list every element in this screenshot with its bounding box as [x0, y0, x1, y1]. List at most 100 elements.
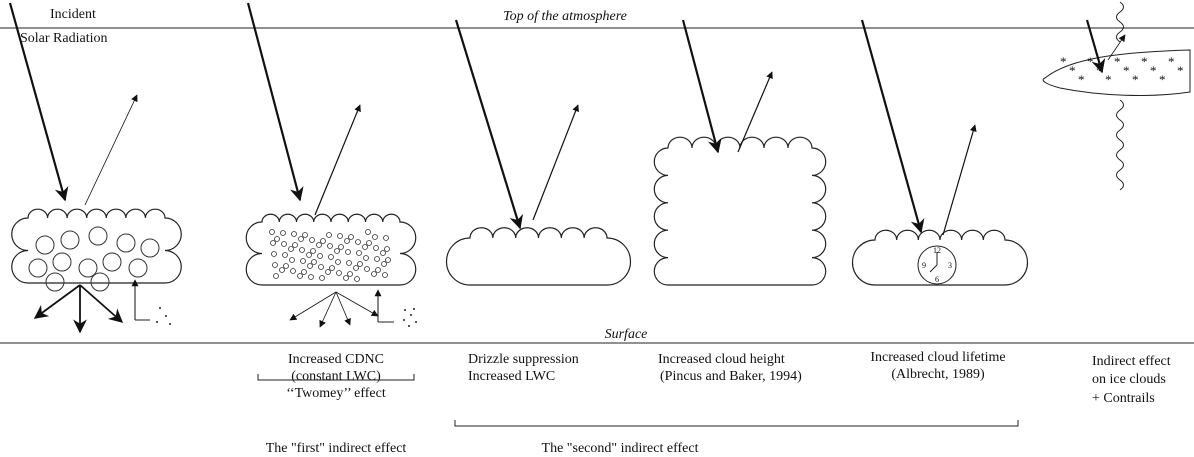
- arrow: [79, 284, 124, 323]
- ice-crystal: *: [1087, 54, 1094, 69]
- droplet: [343, 275, 349, 281]
- droplet: [318, 264, 324, 270]
- droplet: [347, 271, 353, 277]
- droplet: [102, 252, 122, 272]
- droplet: [366, 240, 372, 246]
- droplet: [334, 248, 340, 254]
- droplet: [289, 257, 295, 263]
- arrow: [454, 19, 523, 230]
- caption: (Albrecht, 1989): [891, 367, 985, 382]
- arrow: [860, 19, 925, 234]
- ice-crystal: *: [1168, 54, 1175, 69]
- droplet: [310, 248, 316, 254]
- droplet: [383, 235, 389, 241]
- droplet: [140, 238, 160, 258]
- arrow: [84, 94, 138, 206]
- ice-crystal: *: [1060, 54, 1067, 69]
- ice-cloud: [1042, 49, 1191, 96]
- droplet: [274, 236, 280, 242]
- droplet: [273, 273, 279, 279]
- droplet: [374, 256, 380, 262]
- clock-number: 9: [922, 261, 926, 270]
- droplet: [344, 238, 350, 244]
- droplet: [345, 249, 351, 255]
- droplet: [381, 261, 387, 267]
- droplet: [301, 269, 307, 275]
- droplet: [128, 258, 148, 278]
- droplet: [292, 242, 298, 248]
- arrow: [942, 124, 977, 236]
- droplet: [270, 240, 276, 246]
- caption: on ice clouds: [1092, 372, 1166, 387]
- droplet: [317, 253, 323, 259]
- cloud: [653, 136, 827, 286]
- droplet: [288, 246, 294, 252]
- particle: [404, 309, 406, 311]
- droplet: [325, 269, 331, 275]
- droplet: [316, 242, 322, 248]
- particle: [169, 323, 171, 325]
- droplet: [319, 275, 325, 281]
- droplet: [382, 272, 388, 278]
- arrow: [319, 291, 337, 328]
- ice-crystal: *: [1123, 63, 1130, 78]
- arrow: [246, 2, 304, 202]
- droplet: [371, 271, 377, 277]
- arrow: [532, 104, 579, 221]
- droplet: [45, 272, 65, 292]
- caption: Drizzle suppression: [468, 352, 579, 367]
- droplet: [290, 268, 296, 274]
- caption: + Contrails: [1092, 391, 1155, 406]
- droplet: [291, 231, 297, 237]
- bracket: [257, 374, 415, 381]
- particle: [156, 321, 158, 323]
- ice-crystal: *: [1150, 63, 1157, 78]
- droplet: [384, 246, 390, 252]
- arrow: [8, 2, 69, 202]
- particle: [410, 314, 412, 316]
- droplet: [298, 236, 304, 242]
- droplet: [363, 255, 369, 261]
- droplet: [356, 250, 362, 256]
- caption: Indirect effect: [1092, 354, 1171, 369]
- wave: [1116, 99, 1124, 191]
- bracket-label: The "first" indirect effect: [266, 441, 407, 456]
- droplet: [283, 263, 289, 269]
- wave: [1116, 1, 1124, 43]
- cloud: [445, 227, 632, 286]
- bracket-label: The "second" indirect effect: [542, 441, 699, 456]
- droplet: [353, 265, 359, 271]
- caption: Increased CDNC: [288, 352, 384, 367]
- droplet: [302, 232, 308, 238]
- ice-crystal: *: [1069, 63, 1076, 78]
- droplet: [362, 244, 368, 250]
- droplet: [280, 230, 286, 236]
- cloud: [11, 208, 182, 284]
- droplet: [355, 239, 361, 245]
- droplet: [52, 252, 72, 272]
- droplet: [309, 237, 315, 243]
- droplet: [297, 273, 303, 279]
- droplet: [78, 258, 98, 278]
- particle: [159, 307, 161, 309]
- droplet: [60, 230, 80, 250]
- arrow: [737, 71, 773, 153]
- incident-label: Incident: [50, 7, 96, 22]
- particle: [408, 325, 410, 327]
- droplet: [357, 261, 363, 267]
- droplet: [272, 262, 278, 268]
- caption: (constant LWC): [291, 369, 381, 384]
- clock-number: 3: [948, 261, 952, 270]
- droplet: [328, 254, 334, 260]
- ice-crystal: *: [1141, 54, 1148, 69]
- particle: [415, 321, 417, 323]
- droplet: [348, 234, 354, 240]
- droplet: [35, 235, 55, 255]
- droplet: [306, 252, 312, 258]
- particle: [165, 315, 167, 317]
- droplet: [307, 263, 313, 269]
- droplet: [308, 274, 314, 280]
- arrow: [335, 291, 351, 326]
- ice-crystal: *: [1132, 72, 1139, 87]
